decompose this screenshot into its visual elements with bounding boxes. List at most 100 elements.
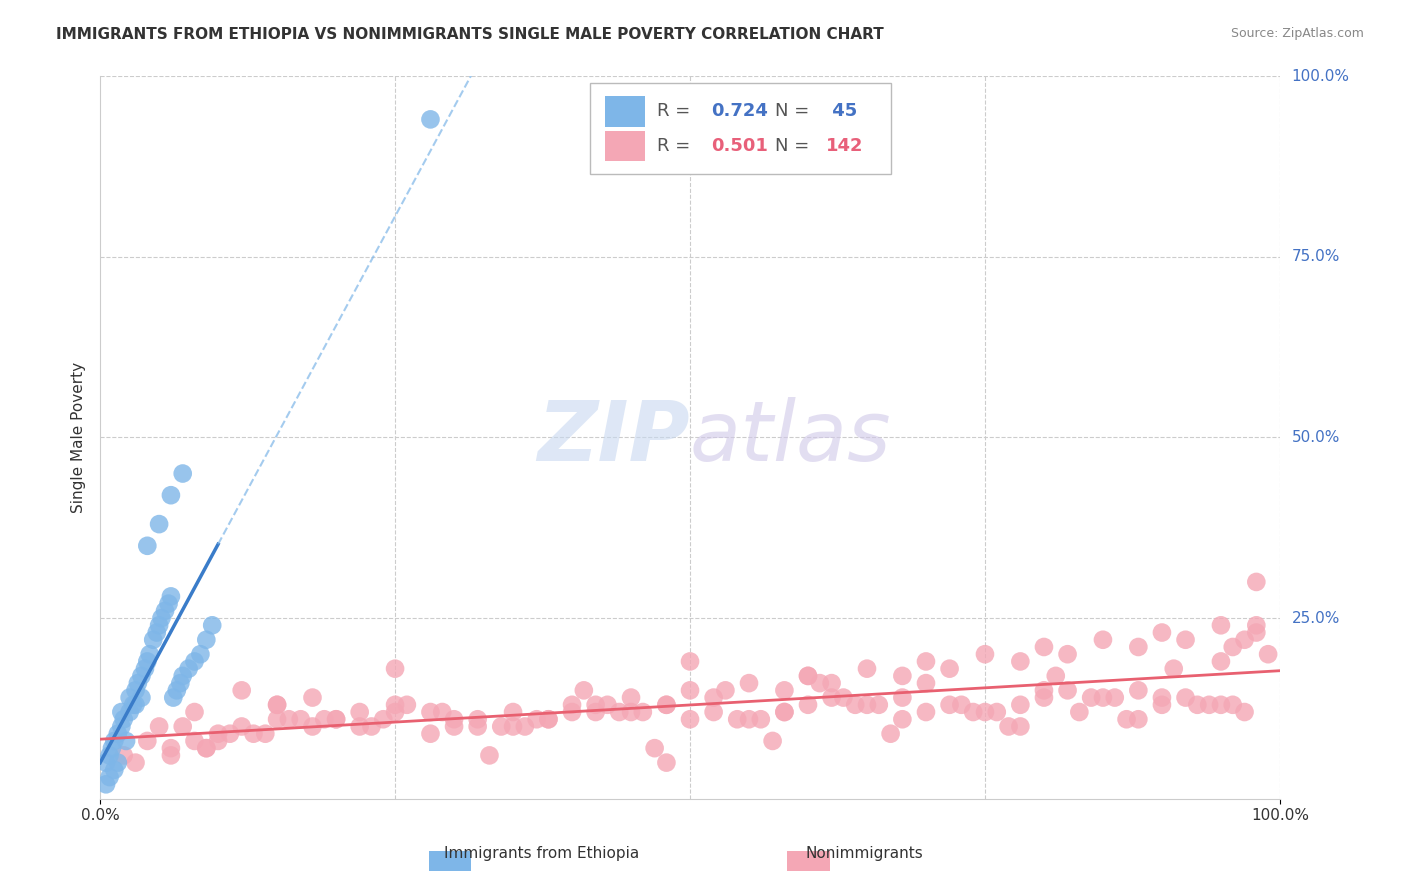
- Point: [118, 690, 141, 705]
- Point: [655, 698, 678, 712]
- Point: [172, 719, 194, 733]
- Point: [596, 698, 619, 712]
- Point: [1056, 683, 1078, 698]
- Point: [195, 741, 218, 756]
- Point: [1174, 690, 1197, 705]
- Point: [384, 662, 406, 676]
- Point: [679, 655, 702, 669]
- Text: Source: ZipAtlas.com: Source: ZipAtlas.com: [1230, 27, 1364, 40]
- Point: [1233, 705, 1256, 719]
- Point: [585, 698, 607, 712]
- Point: [148, 719, 170, 733]
- Point: [891, 690, 914, 705]
- Point: [1209, 655, 1232, 669]
- Point: [467, 719, 489, 733]
- Point: [1010, 655, 1032, 669]
- Text: 45: 45: [825, 103, 856, 120]
- Point: [773, 705, 796, 719]
- Point: [868, 698, 890, 712]
- Point: [134, 662, 156, 676]
- Point: [219, 727, 242, 741]
- Point: [491, 719, 513, 733]
- Text: 75.0%: 75.0%: [1292, 249, 1340, 264]
- Point: [1045, 669, 1067, 683]
- Point: [183, 734, 205, 748]
- Point: [207, 734, 229, 748]
- Point: [122, 698, 145, 712]
- Point: [190, 647, 212, 661]
- Text: Nonimmigrants: Nonimmigrants: [806, 847, 924, 861]
- Point: [797, 669, 820, 683]
- Text: 0.501: 0.501: [711, 137, 768, 155]
- Point: [112, 748, 135, 763]
- Point: [1010, 698, 1032, 712]
- Point: [962, 705, 984, 719]
- Point: [277, 712, 299, 726]
- Point: [103, 763, 125, 777]
- Point: [266, 712, 288, 726]
- Point: [142, 632, 165, 647]
- Point: [950, 698, 973, 712]
- Point: [1233, 632, 1256, 647]
- Point: [631, 705, 654, 719]
- Point: [797, 698, 820, 712]
- Point: [207, 727, 229, 741]
- Point: [478, 748, 501, 763]
- Point: [169, 676, 191, 690]
- Point: [1246, 625, 1268, 640]
- Point: [266, 698, 288, 712]
- Point: [1222, 640, 1244, 654]
- Point: [145, 625, 167, 640]
- Point: [419, 705, 441, 719]
- Point: [172, 467, 194, 481]
- Point: [607, 705, 630, 719]
- Point: [325, 712, 347, 726]
- Point: [679, 712, 702, 726]
- Point: [1246, 574, 1268, 589]
- Point: [1150, 690, 1173, 705]
- Point: [115, 734, 138, 748]
- Text: 100.0%: 100.0%: [1292, 69, 1350, 84]
- Point: [107, 756, 129, 770]
- Point: [124, 683, 146, 698]
- Point: [131, 690, 153, 705]
- Point: [714, 683, 737, 698]
- Point: [150, 611, 173, 625]
- Point: [561, 698, 583, 712]
- Point: [103, 734, 125, 748]
- Point: [118, 705, 141, 719]
- Point: [112, 712, 135, 726]
- Point: [820, 676, 842, 690]
- Text: IMMIGRANTS FROM ETHIOPIA VS NONIMMIGRANTS SINGLE MALE POVERTY CORRELATION CHART: IMMIGRANTS FROM ETHIOPIA VS NONIMMIGRANT…: [56, 27, 884, 42]
- Point: [124, 756, 146, 770]
- Point: [242, 727, 264, 741]
- Point: [195, 632, 218, 647]
- Point: [157, 597, 180, 611]
- Point: [537, 712, 560, 726]
- Point: [254, 727, 277, 741]
- Point: [572, 683, 595, 698]
- Point: [266, 698, 288, 712]
- Point: [325, 712, 347, 726]
- Point: [1033, 640, 1056, 654]
- Point: [620, 705, 643, 719]
- Point: [808, 676, 831, 690]
- Point: [110, 705, 132, 719]
- Text: atlas: atlas: [690, 397, 891, 478]
- Text: N =: N =: [775, 137, 815, 155]
- Point: [832, 690, 855, 705]
- Point: [349, 719, 371, 733]
- Point: [301, 690, 323, 705]
- Point: [1104, 690, 1126, 705]
- Point: [1150, 698, 1173, 712]
- Point: [110, 719, 132, 733]
- Point: [1187, 698, 1209, 712]
- Point: [98, 748, 121, 763]
- Point: [153, 604, 176, 618]
- Point: [938, 698, 960, 712]
- Text: R =: R =: [657, 103, 696, 120]
- Point: [986, 705, 1008, 719]
- Point: [856, 662, 879, 676]
- Point: [1198, 698, 1220, 712]
- Point: [749, 712, 772, 726]
